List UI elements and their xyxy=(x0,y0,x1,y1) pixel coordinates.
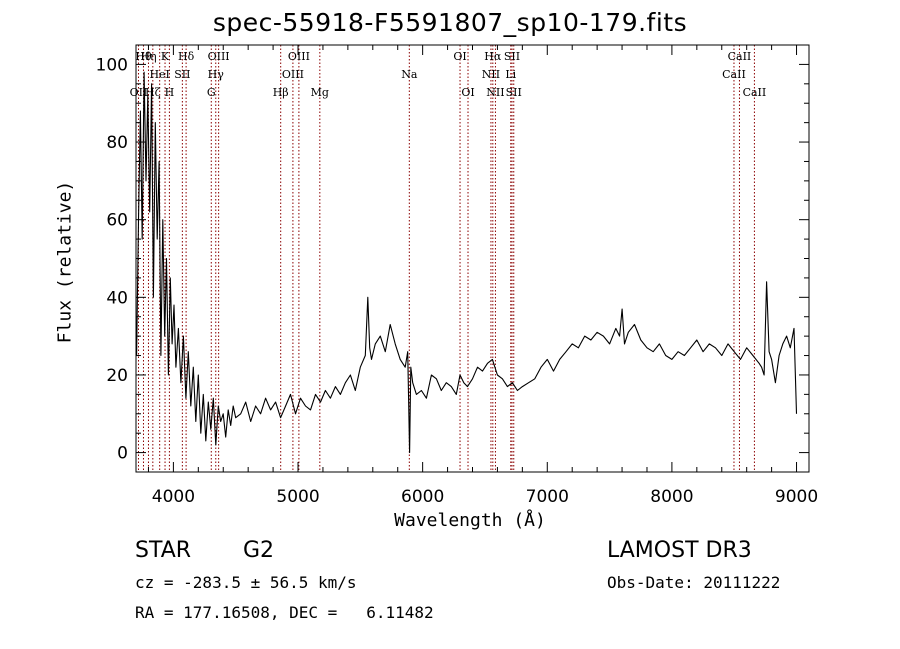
line-label-4: HeI xyxy=(149,68,169,81)
line-label-6: H xyxy=(165,86,175,99)
survey-name: LAMOST DR3 xyxy=(607,538,752,563)
line-label-20: Hα xyxy=(484,50,502,63)
plot-frame xyxy=(135,44,810,473)
line-label-2: Hη xyxy=(140,50,156,63)
observation-date: Obs-Date: 20111222 xyxy=(607,573,781,592)
redshift-velocity: cz = -283.5 ± 56.5 km/s xyxy=(135,573,357,592)
line-label-21: NII xyxy=(486,86,504,99)
line-label-11: OIII xyxy=(208,50,230,63)
line-label-22: Li xyxy=(505,68,516,81)
x-tick-label-7000: 7000 xyxy=(526,487,569,507)
line-label-9: G xyxy=(207,86,216,99)
series-line-flux xyxy=(136,71,798,454)
x-tick-label-9000: 9000 xyxy=(775,487,818,507)
x-tick-label-6000: 6000 xyxy=(401,487,444,507)
line-label-13: OIII xyxy=(282,68,304,81)
x-tick-label-5000: 5000 xyxy=(276,487,319,507)
plot-axes xyxy=(135,44,810,473)
line-label-17: OI xyxy=(453,50,466,63)
line-label-18: OI xyxy=(461,86,474,99)
y-axis-label: Flux (relative) xyxy=(54,180,76,344)
line-label-7: SII xyxy=(174,68,190,81)
y-tick-label-60: 60 xyxy=(106,211,128,231)
y-tick-label-100: 100 xyxy=(96,55,128,75)
line-label-5: K xyxy=(161,50,170,63)
line-label-25: CaII xyxy=(722,68,746,81)
spectral-line-markers xyxy=(137,45,755,472)
y-tick-label-20: 20 xyxy=(106,366,128,386)
line-label-19: NII xyxy=(482,68,500,81)
line-label-12: Hβ xyxy=(273,86,289,99)
line-label-3: Hζ xyxy=(145,86,161,99)
object-subclass: G2 xyxy=(243,538,275,563)
line-label-10: Hγ xyxy=(208,68,225,81)
line-label-26: CaII xyxy=(728,50,752,63)
coordinates: RA = 177.16508, DEC = 6.11482 xyxy=(135,603,434,622)
object-class: STAR xyxy=(135,538,192,563)
x-tick-label-8000: 8000 xyxy=(650,487,693,507)
tick-marks xyxy=(136,45,809,472)
chart-title: spec-55918-F5591807_sp10-179.fits xyxy=(212,8,688,37)
spectrum-series xyxy=(136,71,798,454)
line-label-27: CaII xyxy=(743,86,767,99)
line-label-14: OIII xyxy=(288,50,310,63)
y-tick-label-80: 80 xyxy=(106,133,128,153)
line-label-1: Hθ xyxy=(135,50,152,63)
line-label-24: SII xyxy=(506,86,522,99)
x-axis-label: Wavelength (Å) xyxy=(394,510,546,531)
line-label-23: SII xyxy=(504,50,520,63)
x-tick-label-4000: 4000 xyxy=(152,487,195,507)
line-label-0: OII xyxy=(130,86,148,99)
tick-labels: 4000 5000 6000 7000 8000 9000 0 20 40 60 80 100 xyxy=(96,55,819,507)
line-label-8: Hδ xyxy=(178,50,195,63)
line-label-16: Na xyxy=(401,68,418,81)
line-label-15: Mg xyxy=(311,86,329,99)
y-tick-label-40: 40 xyxy=(106,288,128,308)
y-tick-label-0: 0 xyxy=(117,444,128,464)
